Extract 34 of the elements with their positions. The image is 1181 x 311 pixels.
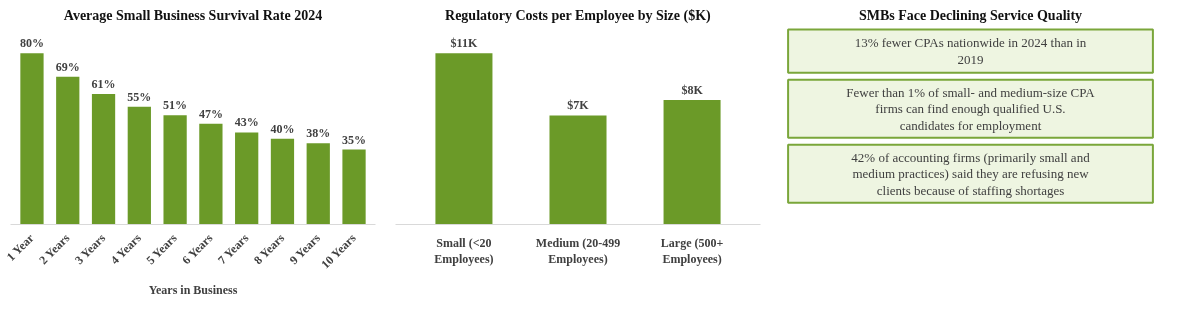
x-tick-label: 1 Year — [3, 230, 38, 264]
bar — [56, 76, 80, 225]
bar — [91, 93, 116, 225]
data-label: 61% — [91, 76, 116, 91]
data-label: 55% — [127, 89, 152, 104]
chart-title: Average Small Business Survival Rate 2024 — [63, 7, 323, 23]
data-label: 47% — [198, 106, 223, 121]
x-axis-title: Years in Business — [148, 283, 238, 298]
bar — [199, 123, 223, 225]
data-label: 51% — [163, 98, 188, 113]
x-tick-label: Medium (20-499 Employees) — [535, 235, 621, 267]
data-label: 40% — [270, 121, 295, 136]
x-tick-label: Small (<20 Employees) — [434, 235, 494, 267]
data-label: 35% — [342, 132, 367, 147]
x-tick-label: Large (500+ Employees) — [660, 235, 724, 267]
bar — [127, 106, 151, 225]
bar — [20, 53, 44, 225]
bar — [306, 143, 330, 225]
text: 42% of accounting firms (primarily small and medium practices) said they are refusing new clients because of staffing shortages — [851, 149, 1091, 198]
bar — [270, 138, 295, 225]
bar — [235, 132, 259, 225]
text: Fewer than 1% of small- and medium-size CPA firms can find enough qualified U.S. candidates for employment — [846, 84, 1096, 133]
data-label: 43% — [234, 115, 259, 130]
bar — [163, 115, 187, 225]
data-label: 38% — [306, 126, 331, 141]
text: 13% fewer CPAs nationwide in 2024 than in 2019 — [854, 35, 1087, 67]
bar — [342, 149, 366, 225]
data-label: $7K — [567, 98, 590, 113]
data-label: $8K — [681, 82, 704, 97]
chart-title: Regulatory Costs per Employee by Size ($K) — [445, 7, 712, 24]
data-label: $11K — [450, 36, 478, 51]
text: SMBs Face Declining Service Quality — [858, 7, 1083, 23]
data-label: 80% — [19, 36, 44, 51]
data-label: 69% — [55, 59, 80, 74]
